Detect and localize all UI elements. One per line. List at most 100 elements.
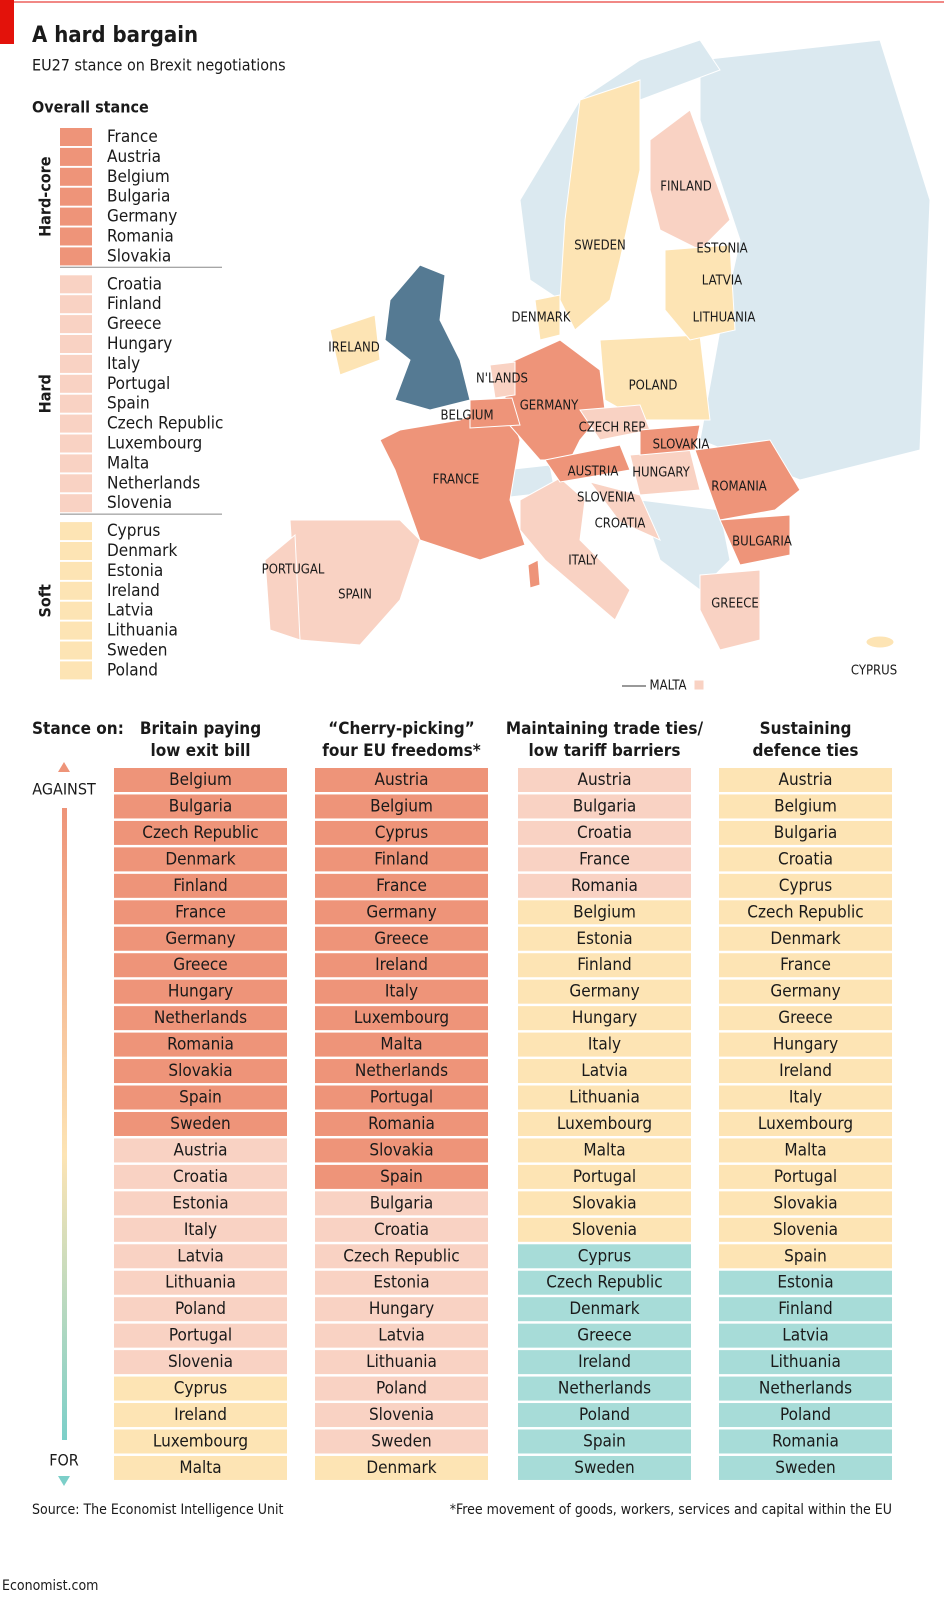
cell-text: Bulgaria [370,1193,433,1213]
legend-swatch [60,207,92,226]
table-cell [518,820,691,845]
table-cell [315,1111,488,1136]
table-cell [114,1270,287,1295]
cell-text: Italy [588,1035,621,1055]
stance-label: Stance on: [32,719,124,739]
legend-swatch [60,275,92,294]
map-label: LATVIA [702,274,742,289]
table-cell [114,1059,287,1084]
cell-text: Estonia [777,1273,833,1293]
legend-swatch [60,561,92,580]
column-header: four EU freedoms* [322,741,481,761]
map-label: FINLAND [660,180,712,195]
legend-swatch [60,147,92,166]
table-cell [719,1297,892,1322]
cell-text: Netherlands [558,1379,651,1399]
cell-text: Italy [789,1088,822,1108]
table-cell [114,1006,287,1031]
cell-text: Greece [778,1008,832,1028]
cell-text: Poland [376,1379,427,1399]
table-cell [315,1191,488,1216]
legend-swatch [60,315,92,334]
cell-text: Slovenia [168,1352,233,1372]
table-cell [719,1085,892,1110]
legend-swatch [60,661,92,680]
cell-text: Denmark [770,929,840,949]
cell-text: Romania [571,876,638,896]
legend-swatch [60,335,92,353]
table-cell [114,1323,287,1348]
table-cell [518,1270,691,1295]
arrow-down [58,1476,70,1486]
table-cell [114,1217,287,1242]
legend-item: Latvia [107,601,154,621]
table-cell [114,1164,287,1189]
table-cell [719,1244,892,1269]
cell-text: Bulgaria [169,796,232,816]
cell-text: Germany [165,929,235,949]
legend-swatch [60,247,92,266]
cell-text: Latvia [581,1061,628,1081]
cell-text: Germany [366,902,436,922]
cell-text: Finland [374,849,429,869]
legend-group-label: Soft [36,584,55,618]
legend-item: Finland [107,294,162,314]
source: Source: The Economist Intelligence Unit [32,1502,283,1518]
legend-item: Italy [107,354,140,374]
table-cell [315,847,488,872]
cell-text: Spain [380,1167,423,1187]
cell-text: Cyprus [779,876,832,896]
legend-item: Romania [107,227,174,247]
table-cell [518,794,691,819]
table-cell [719,1455,892,1480]
table-cell [719,1429,892,1454]
cell-text: Portugal [573,1167,636,1187]
table-cell [518,1059,691,1084]
table-cell [315,768,488,792]
map-label: BULGARIA [732,535,792,550]
cell-text: Belgium [169,770,232,790]
table-cell [315,1350,488,1375]
map-label: SWEDEN [574,239,626,254]
legend-swatch [60,581,92,600]
legend-swatch [60,128,92,146]
cell-text: Netherlands [355,1061,448,1081]
table-cell [315,1376,488,1401]
table-cell [315,1059,488,1084]
table-cell [719,1032,892,1057]
table-cell [719,1191,892,1216]
table-cell [114,847,287,872]
table-cell [518,1323,691,1348]
cell-text: Austria [374,770,428,790]
cell-text: Croatia [577,823,632,843]
cell-text: Austria [173,1140,227,1160]
table-cell [518,1376,691,1401]
cell-text: Cyprus [578,1246,631,1266]
table-cell [518,1111,691,1136]
legend-swatch [60,187,92,206]
table-cell [315,1164,488,1189]
cell-text: Luxembourg [758,1114,853,1134]
subtitle: EU27 stance on Brexit negotiations [32,56,286,75]
table-cell [719,1217,892,1242]
legend-swatch [60,227,92,246]
map-label: CYPRUS [851,664,897,679]
cell-text: Portugal [774,1167,837,1187]
table-cell [518,1217,691,1242]
table-cell [114,794,287,819]
legend-item: Denmark [107,541,177,561]
legend-group-label: Hard [36,374,55,413]
map-label: POLAND [629,379,678,394]
legend-item: Czech Republic [107,414,223,434]
table-cell [315,926,488,951]
cell-text: Denmark [165,849,235,869]
cell-text: Romania [772,1432,839,1452]
cell-text: Luxembourg [557,1114,652,1134]
map-label: MALTA [650,679,687,694]
map-label: N'LANDS [476,372,528,387]
table-cell [518,1403,691,1428]
cell-text: Romania [167,1035,234,1055]
table-cell [114,1297,287,1322]
legend-swatch [60,374,92,393]
